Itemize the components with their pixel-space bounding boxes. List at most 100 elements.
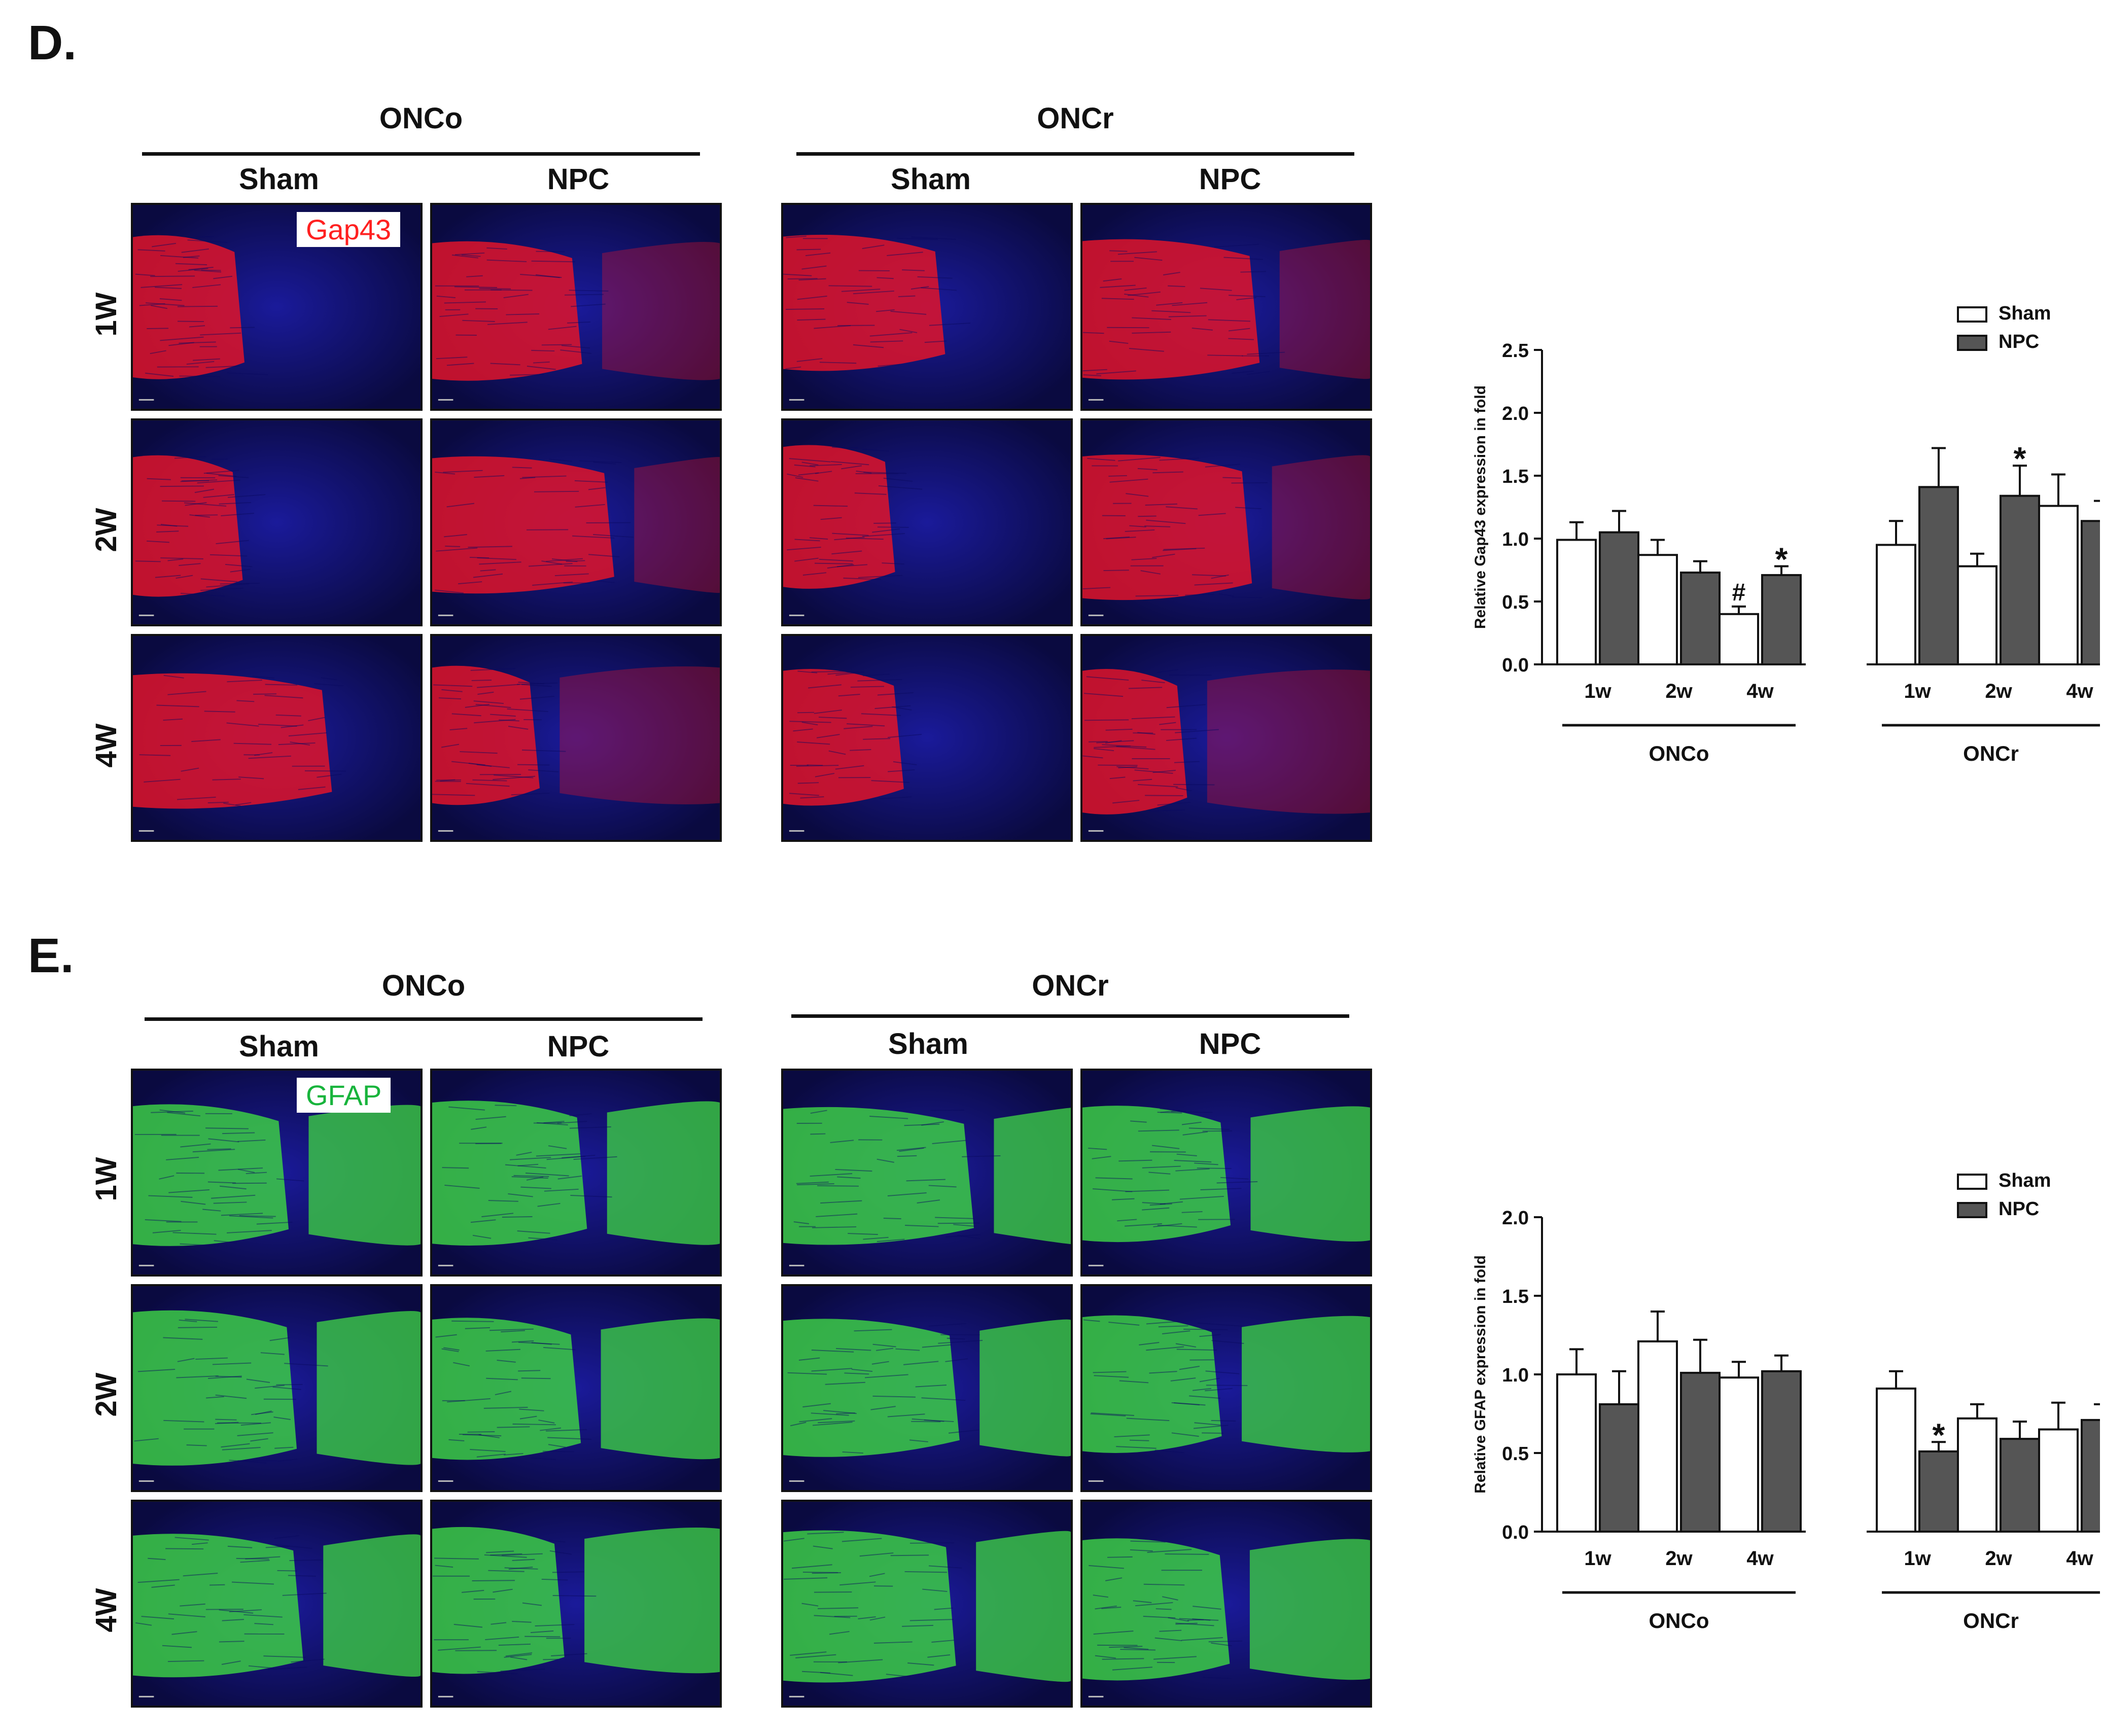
micrograph-tile [781,1284,1073,1492]
x-tick-label: 4w [1746,1547,1774,1570]
group-label: ONCo [1649,741,1709,765]
stain-label-gfap: GFAP [297,1078,391,1113]
condition-label-sham: Sham [891,163,971,196]
micrograph-tile [131,418,423,626]
group-line-onco [145,1017,703,1021]
bar-sham [1637,554,1678,665]
significance-marker: * [1933,1416,1945,1453]
condition-label-sham: Sham [239,1030,319,1063]
stain-label-gap43: Gap43 [297,212,401,247]
gfap-bar-chart: 0.0 0.5 1.0 1.5 2.0 Relative GFAP expression … [1461,1166,2100,1674]
y-tick-label: 0.0 [1502,655,1529,676]
micrograph-tile [430,1500,722,1708]
micrograph-tile [781,1500,1073,1708]
x-tick-label: 1w [1904,680,1931,702]
y-axis-label: Relative GFAP expression in fold [1472,1255,1489,1494]
x-tick-label: 2w [1665,680,1693,702]
micrograph-tile [1080,1500,1372,1708]
group-line-oncr [791,1014,1349,1018]
group-label-oncr: ONCr [1032,969,1109,1002]
bar-npc [1680,1371,1721,1533]
bar-sham [2038,1428,2079,1533]
bar-sham [1556,539,1597,666]
x-tick-label: 1w [1584,1547,1611,1570]
row-label-4w: 4W [90,1588,123,1633]
group-line-oncr [796,152,1354,156]
x-tick-label: 1w [1584,680,1611,702]
bar-sham [1637,1340,1678,1533]
legend-label: NPC [1999,331,2039,352]
micrograph-tile [781,418,1073,626]
row-label-2w: 2W [90,508,123,552]
gfap-chart-svg: 0.0 0.5 1.0 1.5 2.0 Relative GFAP expression … [1472,1170,2100,1633]
x-tick-label: 4w [2066,680,2093,702]
micrograph-tile [430,1069,722,1277]
x-tick-label: 4w [1746,680,1774,702]
bar-sham [1556,1373,1597,1533]
bar-sham [1719,1376,1759,1533]
group-label: ONCr [1963,741,2019,765]
bar-sham [1876,544,1916,665]
panel-letter-d: D. [28,16,77,70]
legend-swatch-sham [1957,1174,1987,1190]
condition-label-npc: NPC [547,163,610,196]
legend-swatch-sham [1957,306,1987,323]
bar-npc [1761,574,1802,665]
micrograph-tile [430,1284,722,1492]
micrograph-tile [430,203,722,411]
row-label-1w: 1W [90,1157,123,1201]
row-label-2w: 2W [90,1372,123,1417]
micrograph-tile [131,1284,423,1492]
micrograph-tile [781,634,1073,842]
y-tick-label: 1.5 [1502,1286,1529,1307]
legend-label: NPC [1999,1198,2039,1220]
bar-npc [1761,1370,1802,1533]
y-tick-label: 1.5 [1502,466,1529,487]
bar-npc [1918,486,1959,665]
y-tick-label: 2.0 [1502,403,1529,424]
row-label-4w: 4W [90,723,123,768]
micrograph-tile [1080,418,1372,626]
micrograph-tile [131,1500,423,1708]
bar-sham [1957,565,1997,665]
bar-sham [2038,505,2079,665]
bar-npc [1918,1450,1959,1533]
bar-sham [1719,613,1759,665]
condition-label-sham: Sham [239,163,319,196]
micrograph-tile [1080,1284,1372,1492]
bar-sham [1876,1387,1916,1533]
bar-npc [2081,1419,2100,1533]
legend-label: Sham [1999,303,2051,324]
y-tick-label: 0.5 [1502,1443,1529,1465]
group-label-onco: ONCo [379,102,463,135]
group-label: ONCr [1963,1609,2019,1633]
legend-label: Sham [1999,1170,2051,1191]
x-tick-label: 1w [1904,1547,1931,1570]
condition-label-npc: NPC [547,1030,610,1063]
y-tick-label: 0.5 [1502,592,1529,613]
bar-npc [1599,1403,1639,1533]
micrograph-tile [1080,1069,1372,1277]
condition-label-npc: NPC [1199,1028,1261,1060]
group-label-onco: ONCo [381,969,466,1002]
x-tick-label: 2w [1985,1547,2012,1570]
gap43-bar-chart: 0.0 0.5 1.0 1.5 2.0 2.5 Relative Gap43 express… [1461,299,2100,806]
micrograph-tile [781,203,1073,411]
y-tick-label: 0.0 [1502,1522,1529,1543]
legend-swatch-npc [1957,335,1987,351]
bar-sham [1957,1417,1997,1533]
x-tick-label: 2w [1985,680,2012,702]
bar-npc [2000,494,2040,665]
group-label-oncr: ONCr [1037,102,1114,135]
micrograph-tile [781,1069,1073,1277]
x-tick-label: 2w [1665,1547,1693,1570]
gap43-chart-svg: 0.0 0.5 1.0 1.5 2.0 2.5 Relative Gap43 express… [1472,303,2100,765]
bar-npc [1599,531,1639,665]
micrograph-tile [430,418,722,626]
y-tick-label: 2.5 [1502,340,1529,362]
condition-label-sham: Sham [888,1028,968,1060]
micrograph-tile [1080,634,1372,842]
micrograph-tile [1080,203,1372,411]
micrograph-tile [131,634,423,842]
bar-npc [2081,520,2100,665]
